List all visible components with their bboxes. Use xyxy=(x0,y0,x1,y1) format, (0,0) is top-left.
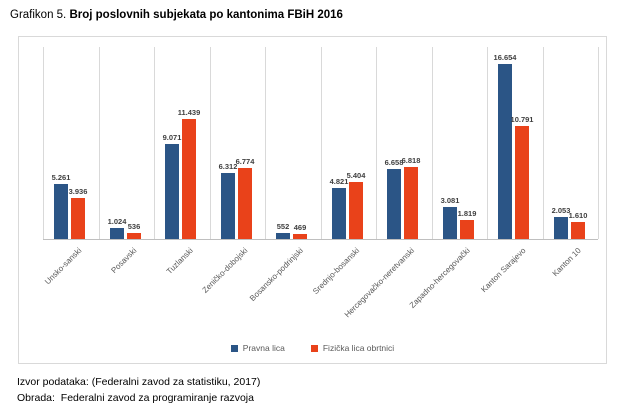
bar-value-label: 1.819 xyxy=(457,209,477,218)
bar-value-label: 552 xyxy=(276,222,290,231)
bar-value-label: 16.654 xyxy=(493,53,517,62)
bar-value-label: 469 xyxy=(293,223,307,232)
chart-legend: Pravna lica Fizička lica obrtnici xyxy=(19,343,606,353)
bar-value-label: 6.818 xyxy=(401,156,421,165)
vertical-gridline xyxy=(432,47,433,239)
bar-pravna-lica-3 xyxy=(221,173,235,239)
bar-pravna-lica-4 xyxy=(276,233,290,239)
bar-value-label: 10.791 xyxy=(510,115,534,124)
bar-fizicka-lica-obrtnici-4 xyxy=(293,234,307,239)
category-label-0: Unsko-sanski xyxy=(43,246,84,287)
chart-title-main: Broj poslovnih subjekata po kantonima FB… xyxy=(69,9,343,21)
vertical-gridline xyxy=(99,47,100,239)
vertical-gridline xyxy=(487,47,488,239)
vertical-gridline xyxy=(154,47,155,239)
bar-pravna-lica-5 xyxy=(332,188,346,239)
category-label-9: Kanton 10 xyxy=(550,246,583,279)
chart-footer: Izvor podataka: (Federalni zavod za stat… xyxy=(17,375,260,406)
category-label-2: Tuzlanski xyxy=(164,246,195,277)
bar-fizicka-lica-obrtnici-6 xyxy=(404,167,418,239)
bar-value-label: 3.936 xyxy=(68,187,88,196)
vertical-gridline xyxy=(543,47,544,239)
bar-value-label: 2.053 xyxy=(551,206,571,215)
legend-swatch-icon xyxy=(310,344,318,352)
bar-value-label: 6.312 xyxy=(218,162,238,171)
legend-item-fizicka-lica-obrtnici: Fizička lica obrtnici xyxy=(310,343,395,353)
bar-value-label: 1.024 xyxy=(107,217,127,226)
bar-fizicka-lica-obrtnici-9 xyxy=(571,222,585,239)
category-label-8: Kanton Sarajevo xyxy=(479,246,528,295)
bar-fizicka-lica-obrtnici-0 xyxy=(71,198,85,239)
bar-pravna-lica-6 xyxy=(387,169,401,239)
vertical-gridline xyxy=(321,47,322,239)
bar-value-label: 5.404 xyxy=(346,171,366,180)
bar-pravna-lica-8 xyxy=(498,64,512,239)
data-source-line: Izvor podataka: (Federalni zavod za stat… xyxy=(17,376,261,388)
vertical-gridline xyxy=(265,47,266,239)
legend-swatch-icon xyxy=(230,344,238,352)
bar-pravna-lica-9 xyxy=(554,217,568,239)
category-label-3: Zeničko-dobojski xyxy=(201,246,250,295)
category-label-5: Srednjo-bosanski xyxy=(310,246,361,297)
legend-label: Fizička lica obrtnici xyxy=(322,343,395,353)
vertical-gridline xyxy=(43,47,44,239)
bar-fizicka-lica-obrtnici-3 xyxy=(238,168,252,239)
bar-value-label: 6.774 xyxy=(235,157,255,166)
bar-value-label: 536 xyxy=(127,222,141,231)
bar-fizicka-lica-obrtnici-8 xyxy=(515,126,529,239)
bar-value-label: 6.658 xyxy=(384,158,404,167)
category-label-7: Zapadno-hercegovački xyxy=(407,246,472,310)
bar-fizicka-lica-obrtnici-7 xyxy=(460,220,474,239)
bar-pravna-lica-7 xyxy=(443,207,457,239)
chart-title: Grafikon 5. Broj poslovnih subjekata po … xyxy=(10,9,343,21)
bar-fizicka-lica-obrtnici-2 xyxy=(182,119,196,239)
bar-value-label: 5.261 xyxy=(51,173,71,182)
vertical-gridline xyxy=(598,47,599,239)
bar-fizicka-lica-obrtnici-1 xyxy=(127,233,141,239)
bar-pravna-lica-0 xyxy=(54,184,68,239)
bar-value-label: 3.081 xyxy=(440,196,460,205)
category-label-4: Bosansko-podrinjski xyxy=(248,246,306,303)
bar-value-label: 4.821 xyxy=(329,177,349,186)
processing-line: Obrada: Federalni zavod za programiranje… xyxy=(17,391,254,404)
chart-title-prefix: Grafikon 5. xyxy=(10,9,70,21)
bar-value-label: 9.071 xyxy=(162,133,182,142)
vertical-gridline xyxy=(376,47,377,239)
legend-label: Pravna lica xyxy=(242,343,285,353)
bar-fizicka-lica-obrtnici-5 xyxy=(349,182,363,239)
bar-pravna-lica-2 xyxy=(165,144,179,239)
category-label-1: Posavski xyxy=(109,246,139,276)
vertical-gridline xyxy=(210,47,211,239)
bar-value-label: 11.439 xyxy=(177,108,201,117)
bar-value-label: 1.610 xyxy=(568,211,588,220)
chart-panel: 5.261 3.936 1.024 536 9.071 11.439 6.312 6.774 5… xyxy=(18,36,607,364)
bar-pravna-lica-1 xyxy=(110,228,124,239)
legend-item-pravna-lica: Pravna lica xyxy=(230,343,285,353)
plot-area: 5.261 3.936 1.024 536 9.071 11.439 6.312 6.774 5… xyxy=(43,47,599,240)
